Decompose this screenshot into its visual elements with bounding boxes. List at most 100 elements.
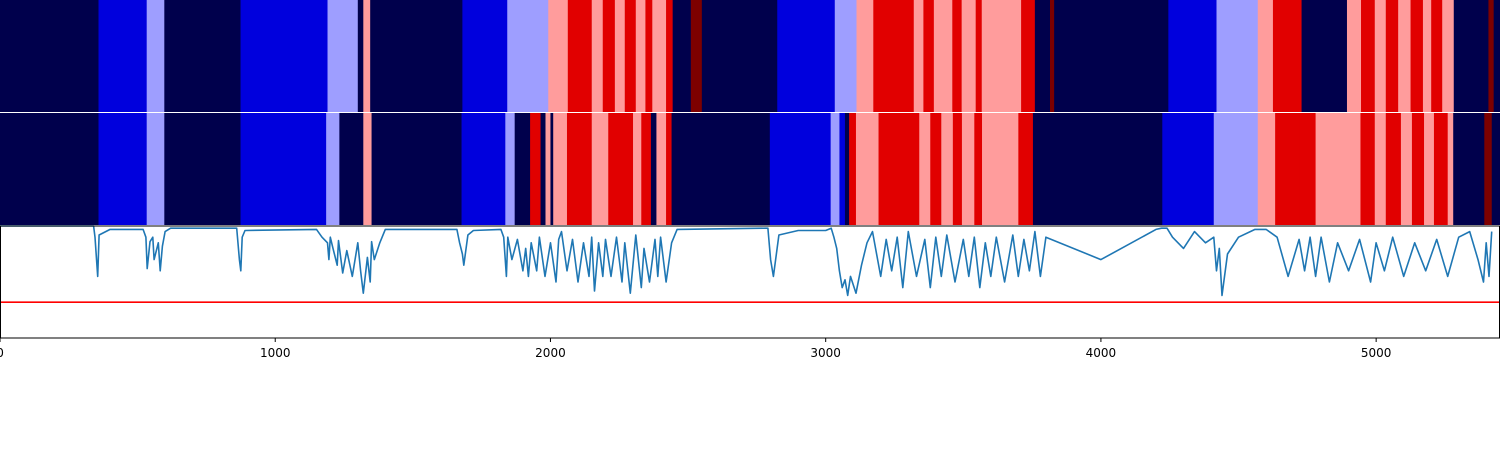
state-segment (505, 113, 516, 225)
state-segment (975, 0, 983, 112)
state-segment (240, 113, 327, 225)
x-tick-label: 2000 (535, 346, 566, 360)
state-segment (371, 113, 462, 225)
state-segment (0, 113, 99, 225)
x-tick-label: 5000 (1361, 346, 1392, 360)
state-segment (545, 113, 551, 225)
state-segment (567, 0, 593, 112)
state-segment (1453, 0, 1489, 112)
state-segment (961, 113, 975, 225)
state-segment (830, 113, 840, 225)
state-segment (701, 0, 778, 112)
state-segment (1032, 113, 1055, 225)
state-segment (1361, 0, 1376, 112)
state-segment (1442, 0, 1455, 112)
state-segment (633, 113, 642, 225)
x-tick-label: 0 (0, 346, 4, 360)
state-segment (1447, 113, 1454, 225)
state-segment (933, 0, 953, 112)
state-segment (164, 0, 241, 112)
state-segment (591, 113, 609, 225)
state-segment (952, 113, 963, 225)
state-segment (641, 113, 652, 225)
state-segment (370, 0, 463, 112)
state-segment (1398, 0, 1411, 112)
state-segment (357, 0, 364, 112)
state-segment (614, 0, 626, 112)
state-segment (1488, 0, 1495, 112)
state-segment (566, 113, 593, 225)
state-segment (339, 113, 364, 225)
state-segment (1272, 0, 1302, 112)
state-segment (849, 113, 857, 225)
state-segment (240, 0, 328, 112)
state-segment (1050, 0, 1055, 112)
state-segment (1400, 113, 1413, 225)
state-segment (548, 0, 569, 112)
state-segment (0, 0, 99, 112)
state-segment (1301, 0, 1348, 112)
state-segment (941, 113, 954, 225)
signal-panel (0, 225, 1500, 339)
state-segment (624, 0, 637, 112)
state-segment (1385, 0, 1399, 112)
state-segment (1360, 113, 1376, 225)
state-segment (834, 0, 857, 112)
state-segment (540, 113, 546, 225)
state-segment (553, 113, 568, 225)
state-segment (461, 113, 506, 225)
state-segment (1257, 0, 1274, 112)
state-segment (856, 0, 874, 112)
state-segment (1213, 113, 1226, 225)
state-segment (1054, 0, 1169, 112)
state-segment (507, 0, 549, 112)
state-segment (635, 0, 646, 112)
state-segment (656, 113, 667, 225)
state-segment (1021, 0, 1036, 112)
state-segment (1351, 113, 1361, 225)
state-segment (839, 113, 846, 225)
state-segment (363, 113, 372, 225)
state-segment (650, 113, 657, 225)
state-segment (777, 0, 836, 112)
state-segment (645, 0, 653, 112)
state-segment (855, 113, 879, 225)
state-segment (1491, 113, 1500, 225)
state-segment (1346, 0, 1362, 112)
state-segment (981, 0, 1022, 112)
state-segment (1433, 113, 1449, 225)
state-segment (952, 0, 963, 112)
state-segment (1162, 113, 1215, 225)
state-segment (363, 0, 371, 112)
state-rows (0, 0, 1500, 225)
state-segment (961, 0, 977, 112)
state-segment (591, 0, 604, 112)
state-segment (1374, 0, 1387, 112)
state-segment (550, 113, 554, 225)
signal-background (0, 226, 1500, 338)
state-segment (608, 113, 634, 225)
state-segment (602, 0, 616, 112)
x-tick-label: 3000 (810, 346, 841, 360)
state-segment (913, 0, 924, 112)
state-segment (690, 0, 703, 112)
state-row-1 (0, 0, 1500, 112)
state-segment (98, 0, 148, 112)
state-segment (1257, 113, 1276, 225)
state-segment (1422, 0, 1432, 112)
state-segment (974, 113, 983, 225)
state-segment (930, 113, 942, 225)
state-segment (1453, 113, 1485, 225)
state-segment (1385, 113, 1402, 225)
state-segment (1431, 0, 1443, 112)
state-segment (873, 0, 915, 112)
state-segment (1168, 0, 1217, 112)
state-segment (1299, 113, 1316, 225)
x-axis: 0 1000 2000 3000 4000 5000 (0, 338, 1391, 360)
state-segment (146, 113, 165, 225)
state-segment (1216, 0, 1259, 112)
x-tick-label: 1000 (260, 346, 291, 360)
signal-line (0, 225, 1493, 297)
state-segment (1424, 113, 1435, 225)
